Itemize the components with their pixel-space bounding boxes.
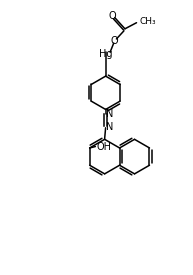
Text: N: N [106,122,113,131]
Text: O: O [108,11,116,21]
Text: N: N [106,109,113,119]
Text: O: O [111,36,119,46]
Text: OH: OH [97,142,112,152]
Text: Hg: Hg [99,49,112,59]
Text: CH₃: CH₃ [140,17,156,26]
